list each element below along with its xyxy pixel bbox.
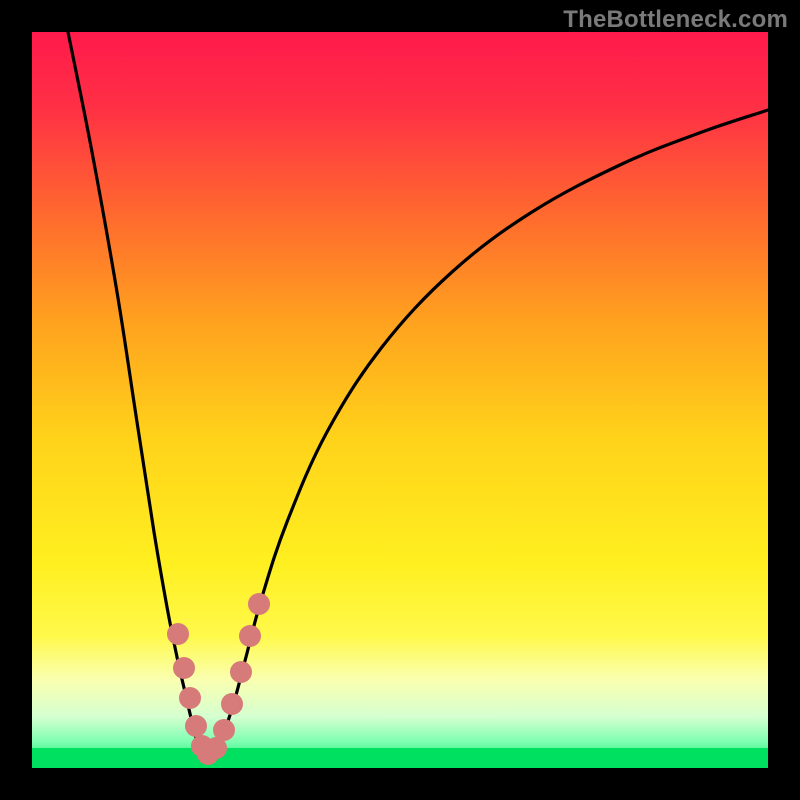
- data-marker: [239, 625, 261, 647]
- bottleneck-curve: [32, 32, 768, 768]
- data-marker: [167, 623, 189, 645]
- plot-area: [32, 32, 768, 768]
- data-marker: [173, 657, 195, 679]
- watermark-text: TheBottleneck.com: [563, 6, 788, 34]
- data-marker: [213, 719, 235, 741]
- data-marker: [248, 593, 270, 615]
- data-marker: [179, 687, 201, 709]
- bottleneck-curve-path: [68, 32, 768, 754]
- chart-frame: TheBottleneck.com: [0, 0, 800, 800]
- data-marker: [230, 661, 252, 683]
- data-marker: [221, 693, 243, 715]
- data-marker: [185, 715, 207, 737]
